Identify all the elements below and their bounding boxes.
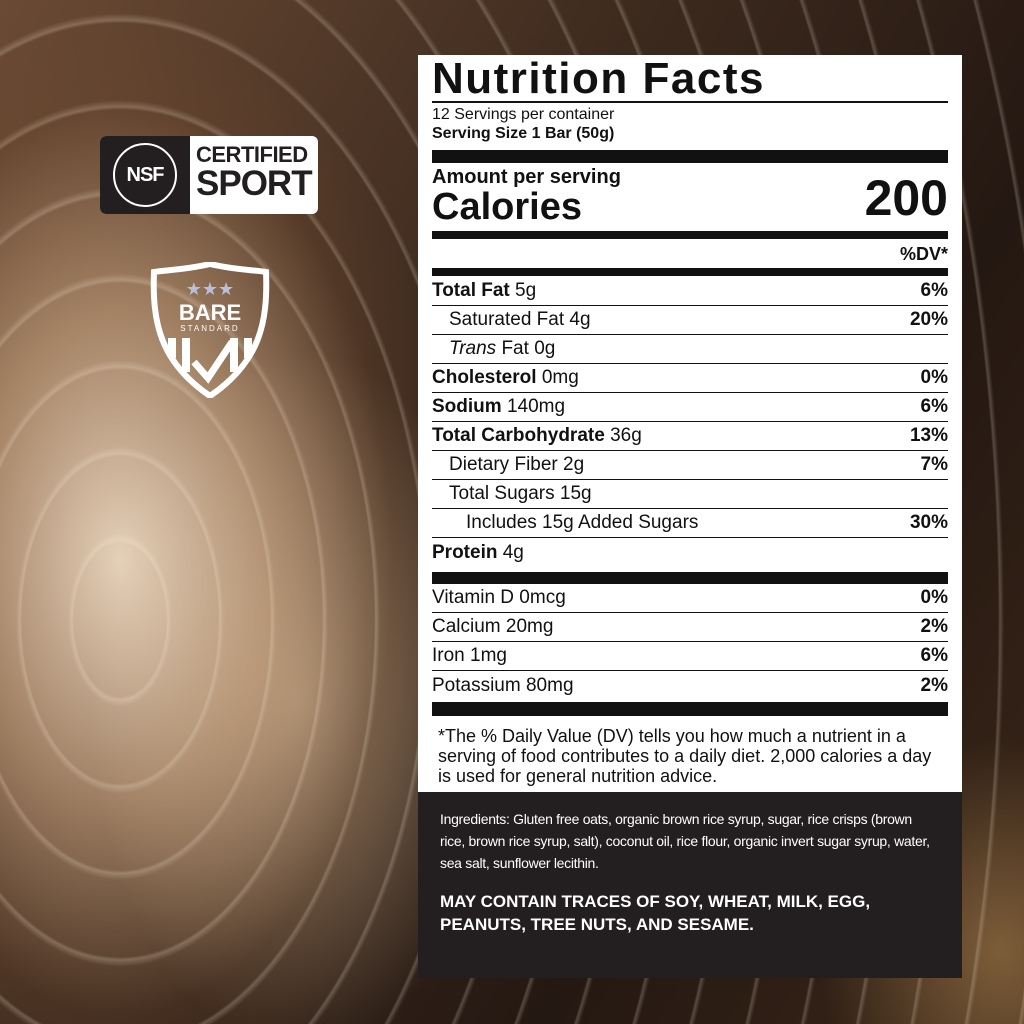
daily-value-header: %DV* <box>899 244 948 264</box>
vitamin-daily-value: 6% <box>920 645 948 666</box>
nutrient-row: Sodium 140mg 6% <box>432 393 948 422</box>
vitamin-list: Vitamin D 0mcg 0% Calcium 20mg 2% Iron 1mg 6%… <box>432 584 948 700</box>
divider-medium <box>432 268 948 276</box>
nutrient-name: Cholesterol <box>432 367 537 388</box>
nutrient-daily-value: 6% <box>920 396 948 417</box>
allergen-warning: MAY CONTAIN TRACES OF SOY, WHEAT, MILK, … <box>440 892 871 934</box>
nutrient-name-amount: Includes 15g Added Sugars <box>432 512 698 534</box>
nutrient-amount: 140mg <box>506 396 566 417</box>
divider-thick <box>432 572 948 584</box>
vitamin-daily-value: 2% <box>920 675 948 696</box>
nutrient-name: Total Fat <box>432 280 510 301</box>
nutrient-row: Cholesterol 0mg 0% <box>432 364 948 393</box>
nutrient-amount: 0g <box>534 338 556 359</box>
nutrient-amount: 4g <box>569 309 591 330</box>
vitamin-name: Potassium <box>432 675 521 696</box>
vitamin-amount: 1mg <box>470 645 507 666</box>
vitamin-row: Calcium 20mg 2% <box>432 613 948 642</box>
ingredients-text: Ingredients: Gluten free oats, organic b… <box>440 811 930 871</box>
nutrient-daily-value: 30% <box>909 512 948 533</box>
nsf-certified-sport-badge: NSF CERTIFIED SPORT <box>100 136 318 214</box>
nutrient-name-amount: Dietary Fiber 2g <box>432 454 584 476</box>
nutrient-row: Saturated Fat 4g 20% <box>432 306 948 335</box>
nutrient-daily-value: 0% <box>920 367 948 388</box>
svg-text:★★★: ★★★ <box>186 279 234 299</box>
nutrient-amount: 4g <box>502 542 524 563</box>
nutrient-name-amount: Saturated Fat 4g <box>432 309 591 331</box>
nutrient-name: Sodium <box>432 396 502 417</box>
vitamin-amount: 20mg <box>505 616 554 637</box>
divider-thick <box>432 150 948 163</box>
nutrient-row: Protein 4g <box>432 538 948 567</box>
nutrient-name-amount: Total Carbohydrate 36g <box>432 425 642 447</box>
vitamin-daily-value: 2% <box>920 616 948 637</box>
nutrient-name: Protein <box>432 542 498 563</box>
vitamin-amount: 0mcg <box>519 587 566 608</box>
nutrient-daily-value: 20% <box>909 309 948 330</box>
amount-per-serving: Amount per serving <box>432 166 621 188</box>
serving-size: Serving Size 1 Bar (50g) <box>432 125 615 142</box>
nutrient-name: Dietary Fiber <box>449 454 558 475</box>
bare-text: BARE <box>179 300 241 325</box>
daily-value-footnote: *The % Daily Value (DV) tells you how mu… <box>438 726 932 786</box>
nutrient-daily-value: 6% <box>920 280 948 301</box>
vitamin-name: Vitamin D <box>432 587 515 608</box>
nutrition-facts-label: Nutrition Facts 12 Servings per containe… <box>418 55 962 792</box>
divider-thick <box>432 702 948 716</box>
nutrient-amount: 2g <box>563 454 585 475</box>
badge-certified-text: CERTIFIED <box>196 142 308 167</box>
vitamin-name-amount: Iron 1mg <box>432 645 507 667</box>
nutrient-name: Trans <box>449 338 497 359</box>
vitamin-name-amount: Vitamin D 0mcg <box>432 587 566 609</box>
nutrient-daily-value: 13% <box>909 425 948 446</box>
nutrient-amount: 36g <box>610 425 642 446</box>
nutrient-name-amount: Sodium 140mg <box>432 396 565 418</box>
nutrient-name: Saturated Fat <box>449 309 565 330</box>
nutrient-name-suffix: Fat <box>496 338 529 359</box>
vitamin-amount: 80mg <box>525 675 574 696</box>
nutrient-name: Total Carbohydrate <box>432 425 605 446</box>
nutrient-amount: 15g <box>559 483 592 504</box>
bare-standard-shield-logo: ★★★ BARE STANDARD <box>150 262 270 398</box>
nutrient-row: Total Carbohydrate 36g 13% <box>432 422 948 451</box>
divider <box>432 101 948 103</box>
nutrient-row: Total Fat 5g 6% <box>432 277 948 306</box>
nutrient-name-amount: Trans Fat 0g <box>432 338 555 360</box>
calories-value: 200 <box>864 170 948 226</box>
nutrient-row: Includes 15g Added Sugars 30% <box>432 509 948 538</box>
calories-label: Calories <box>432 186 582 228</box>
nutrient-name-amount: Total Fat 5g <box>432 280 536 302</box>
nutrient-name-amount: Cholesterol 0mg <box>432 367 579 389</box>
vitamin-name-amount: Calcium 20mg <box>432 616 553 638</box>
vitamin-name: Iron <box>432 645 465 666</box>
label-title: Nutrition Facts <box>432 54 765 103</box>
nutrient-name: Includes 15g Added Sugars <box>466 512 699 533</box>
vitamin-name-amount: Potassium 80mg <box>432 675 574 697</box>
divider-thick <box>432 231 948 239</box>
badge-sport-text: SPORT <box>196 164 313 203</box>
vitamin-row: Vitamin D 0mcg 0% <box>432 584 948 613</box>
vitamin-daily-value: 0% <box>920 587 948 608</box>
nutrient-amount: 5g <box>515 280 537 301</box>
servings-per-container: 12 Servings per container <box>432 106 615 123</box>
nutrient-row: Dietary Fiber 2g 7% <box>432 451 948 480</box>
standard-text: STANDARD <box>180 324 239 333</box>
nsf-logo: NSF <box>113 143 177 207</box>
nutrient-row: Trans Fat 0g <box>432 335 948 364</box>
nutrient-name-amount: Protein 4g <box>432 542 524 564</box>
nutrient-daily-value: 7% <box>920 454 948 475</box>
nutrient-name-amount: Total Sugars 15g <box>432 483 592 505</box>
vitamin-row: Iron 1mg 6% <box>432 642 948 671</box>
nutrient-amount: 0mg <box>541 367 579 388</box>
vitamin-row: Potassium 80mg 2% <box>432 671 948 700</box>
ingredients-panel: Ingredients: Gluten free oats, organic b… <box>418 792 962 978</box>
nutrient-row: Total Sugars 15g <box>432 480 948 509</box>
nutrient-list: Total Fat 5g 6% Saturated Fat 4g 20% Trans F… <box>432 277 948 567</box>
vitamin-name: Calcium <box>432 616 501 637</box>
nutrient-name: Total Sugars <box>449 483 555 504</box>
